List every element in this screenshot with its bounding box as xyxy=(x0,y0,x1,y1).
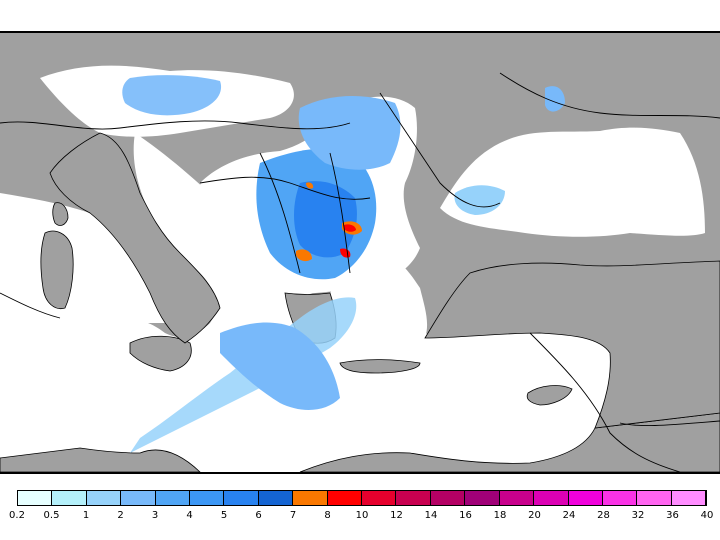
legend-swatch xyxy=(671,491,707,505)
legend-swatch xyxy=(568,491,603,505)
legend-tick-label: 14 xyxy=(424,510,438,521)
precip-central-europe xyxy=(122,75,222,116)
legend-swatch xyxy=(224,491,259,505)
legend-tick-label: 5 xyxy=(220,510,228,521)
north-africa-land xyxy=(0,447,201,472)
precip-balkans-heavy xyxy=(294,181,357,258)
legend-swatch xyxy=(155,491,191,505)
crete-island xyxy=(339,359,421,374)
cyprus-island xyxy=(526,385,573,406)
legend-tick-label: 24 xyxy=(562,510,576,521)
border-line-5 xyxy=(379,92,501,208)
italy-peninsula xyxy=(49,132,221,344)
legend-swatch xyxy=(190,491,225,505)
country-borders xyxy=(0,72,720,472)
tyrrhenian-sea xyxy=(0,193,170,323)
legend-swatch xyxy=(293,491,328,505)
legend-swatch xyxy=(327,491,363,505)
border-line-7 xyxy=(0,292,61,319)
legend-swatch xyxy=(465,491,500,505)
legend-color-bar xyxy=(17,490,707,506)
corsica-island xyxy=(52,202,69,226)
precip-belarus xyxy=(545,86,565,112)
legend-tick-label: 20 xyxy=(528,510,541,521)
legend-swatch xyxy=(86,491,122,505)
legend-tick-label: 4 xyxy=(186,510,193,521)
legend-tick-label: 28 xyxy=(597,510,610,521)
legend-tick-label: 16 xyxy=(459,510,472,521)
border-line-4 xyxy=(329,152,351,274)
legend-tick-label: 7 xyxy=(289,510,297,521)
black-sea xyxy=(440,127,705,237)
legend-tick-label: 10 xyxy=(355,510,369,521)
legend-swatch xyxy=(637,491,672,505)
legend-tick-label: 3 xyxy=(151,510,159,521)
legend-tick-label: 36 xyxy=(666,510,679,521)
legend-tick-label: 1 xyxy=(82,510,90,521)
legend-swatch xyxy=(499,491,535,505)
legend-swatch xyxy=(52,491,87,505)
precip-serbia-band xyxy=(298,96,401,170)
map-canvas xyxy=(0,33,720,472)
border-line-9 xyxy=(619,420,720,427)
legend-tick-label: 2 xyxy=(117,510,124,521)
precipitation-map xyxy=(0,31,720,474)
precip-medium-ionian xyxy=(220,322,340,410)
legend-tick-label: 0.5 xyxy=(43,510,60,521)
libya-egypt-land xyxy=(299,412,720,472)
sardinia-island xyxy=(40,230,74,310)
precip-black-sea-west xyxy=(454,185,505,215)
legend-tick-label: 32 xyxy=(631,510,645,521)
sicily-island xyxy=(129,335,192,372)
precip-spot-2 xyxy=(344,224,356,232)
color-legend: 0.2 0.5 1 2 3 4 5 6 7 8 10 12 14 16 18 20 24 28 32 36 40 xyxy=(9,490,713,530)
legend-tick-label: 0.2 xyxy=(9,510,25,521)
legend-swatch xyxy=(396,491,431,505)
legend-swatch xyxy=(258,491,294,505)
legend-tick-label: 8 xyxy=(324,510,331,521)
border-line-1 xyxy=(0,120,351,130)
legend-swatch xyxy=(121,491,156,505)
border-line-8 xyxy=(529,332,681,472)
precip-spot-3 xyxy=(296,249,312,262)
precipitation-shading xyxy=(122,75,565,453)
precip-spot-5 xyxy=(306,182,314,189)
legend-tick-label: 12 xyxy=(390,510,403,521)
legend-tick-label: 18 xyxy=(493,510,507,521)
border-line-2 xyxy=(199,176,371,200)
islands xyxy=(0,132,720,472)
legend-swatch xyxy=(430,491,466,505)
legend-swatch xyxy=(534,491,569,505)
border-line-6 xyxy=(499,72,720,119)
legend-tick-label: 6 xyxy=(255,510,262,521)
legend-swatch xyxy=(18,491,53,505)
legend-swatch xyxy=(362,491,397,505)
legend-swatch xyxy=(602,491,638,505)
legend-tick-label: 40 xyxy=(700,510,714,521)
border-line-3 xyxy=(259,152,301,274)
